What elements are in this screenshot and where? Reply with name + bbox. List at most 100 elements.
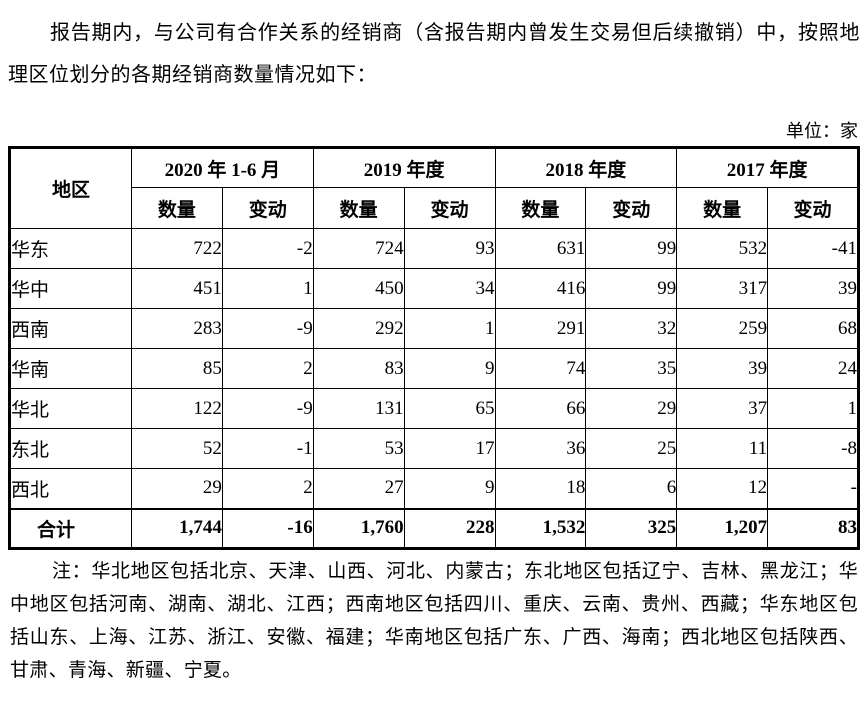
value-cell: 52 — [131, 428, 223, 469]
change-column-header: 变动 — [221, 187, 314, 229]
value-cell: 450 — [312, 268, 405, 309]
sub-header-row: 数量 变动 数量 变动 数量 变动 数量 变动 — [10, 187, 859, 229]
total-row: 合计 1,744 -16 1,760 228 1,532 325 1,207 83 — [9, 507, 859, 549]
region-column-header: 地区 — [9, 147, 132, 229]
value-cell: 259 — [676, 308, 769, 349]
value-cell: 99 — [585, 268, 678, 309]
quantity-column-header: 数量 — [312, 187, 405, 229]
region-cell: 西北 — [9, 468, 132, 509]
unit-label: 单位：家 — [786, 121, 858, 141]
value-cell: 85 — [131, 348, 223, 389]
value-cell: 27 — [312, 468, 405, 509]
value-cell: 1 — [221, 268, 314, 309]
table-row: 西南 283 -9 292 1 291 32 259 68 — [9, 308, 859, 349]
value-cell: 24 — [767, 348, 859, 389]
value-cell: 83 — [767, 507, 859, 549]
value-cell: 1,744 — [131, 507, 223, 549]
value-cell: -1 — [221, 428, 314, 469]
value-cell: 724 — [312, 228, 405, 269]
value-cell: 11 — [676, 428, 769, 469]
value-cell: 9 — [403, 468, 496, 509]
value-cell: 291 — [494, 308, 587, 349]
value-cell: 1,207 — [676, 507, 769, 549]
value-cell: 131 — [312, 388, 405, 429]
value-cell: 68 — [767, 308, 859, 349]
change-column-header: 变动 — [585, 187, 678, 229]
value-cell: 416 — [494, 268, 587, 309]
table-row: 东北 52 -1 53 17 36 25 11 -8 — [9, 428, 859, 469]
value-cell: 83 — [312, 348, 405, 389]
quantity-column-header: 数量 — [494, 187, 587, 229]
value-cell: 39 — [676, 348, 769, 389]
value-cell: 35 — [585, 348, 678, 389]
value-cell: 18 — [494, 468, 587, 509]
value-cell: 17 — [403, 428, 496, 469]
change-column-header: 变动 — [403, 187, 496, 229]
value-cell: 93 — [403, 228, 496, 269]
value-cell: 1 — [767, 388, 859, 429]
table-row: 华中 451 1 450 34 416 99 317 39 — [9, 268, 859, 309]
value-cell: 283 — [131, 308, 223, 349]
value-cell: 74 — [494, 348, 587, 389]
value-cell: 37 — [676, 388, 769, 429]
value-cell: 451 — [131, 268, 223, 309]
value-cell: 317 — [676, 268, 769, 309]
region-cell: 华北 — [9, 388, 132, 429]
value-cell: 66 — [494, 388, 587, 429]
value-cell: 29 — [131, 468, 223, 509]
distributor-region-table: 地区 2020 年 1-6 月 2019 年度 2018 年度 2017 年度 … — [8, 146, 860, 550]
period-header-2017: 2017 年度 — [676, 147, 859, 188]
value-cell: -9 — [221, 308, 314, 349]
value-cell: 325 — [585, 507, 678, 549]
value-cell: 65 — [403, 388, 496, 429]
region-cell: 东北 — [9, 428, 132, 469]
value-cell: 36 — [494, 428, 587, 469]
value-cell: 32 — [585, 308, 678, 349]
period-header-2019: 2019 年度 — [312, 147, 496, 188]
period-header-2020: 2020 年 1-6 月 — [131, 147, 314, 188]
value-cell: 99 — [585, 228, 678, 269]
value-cell: 532 — [676, 228, 769, 269]
region-cell: 西南 — [9, 308, 132, 349]
table-header: 地区 2020 年 1-6 月 2019 年度 2018 年度 2017 年度 … — [9, 147, 859, 229]
value-cell: 6 — [585, 468, 678, 509]
value-cell: 9 — [403, 348, 496, 389]
value-cell: 34 — [403, 268, 496, 309]
value-cell: 2 — [221, 468, 314, 509]
region-cell: 华南 — [9, 348, 132, 389]
period-header-2018: 2018 年度 — [494, 147, 678, 188]
quantity-column-header: 数量 — [676, 187, 769, 229]
value-cell: 292 — [312, 308, 405, 349]
value-cell: 228 — [403, 507, 496, 549]
value-cell: 53 — [312, 428, 405, 469]
value-cell: 122 — [131, 388, 223, 429]
quantity-column-header: 数量 — [131, 187, 223, 229]
value-cell: 12 — [676, 468, 769, 509]
value-cell: - — [767, 468, 859, 509]
value-cell: -41 — [767, 228, 859, 269]
period-header-row: 地区 2020 年 1-6 月 2019 年度 2018 年度 2017 年度 — [9, 147, 859, 229]
value-cell: -9 — [221, 388, 314, 429]
table-row: 华南 85 2 83 9 74 35 39 24 — [9, 348, 859, 389]
value-cell: -2 — [221, 228, 314, 269]
value-cell: 1 — [403, 308, 496, 349]
value-cell: 1,532 — [494, 507, 587, 549]
value-cell: 1,760 — [312, 507, 405, 549]
value-cell: 29 — [585, 388, 678, 429]
document-page: 报告期内，与公司有合作关系的经销商（含报告期内曾发生交易但后续撤销）中，按照地理… — [0, 12, 868, 706]
region-cell: 合计 — [9, 507, 132, 549]
value-cell: 722 — [131, 228, 223, 269]
change-column-header: 变动 — [767, 187, 859, 229]
value-cell: 2 — [221, 348, 314, 389]
table-row: 华东 722 -2 724 93 631 99 532 -41 — [9, 228, 859, 269]
value-cell: -8 — [767, 428, 859, 469]
value-cell: -16 — [221, 507, 314, 549]
region-cell: 华中 — [9, 268, 132, 309]
intro-paragraph: 报告期内，与公司有合作关系的经销商（含报告期内曾发生交易但后续撤销）中，按照地理… — [8, 22, 860, 86]
table-row: 西北 29 2 27 9 18 6 12- — [9, 468, 859, 509]
value-cell: 39 — [767, 268, 859, 309]
table-body: 华东 722 -2 724 93 631 99 532 -41 华中 451 1 450 34 416 99 3… — [9, 228, 859, 549]
table-row: 华北 122 -9 131 65 66 29 37 1 — [9, 388, 859, 429]
footnote-paragraph: 注：华北地区包括北京、天津、山西、河北、内蒙古；东北地区包括辽宁、吉林、黑龙江；… — [10, 561, 858, 681]
value-cell: 631 — [494, 228, 587, 269]
